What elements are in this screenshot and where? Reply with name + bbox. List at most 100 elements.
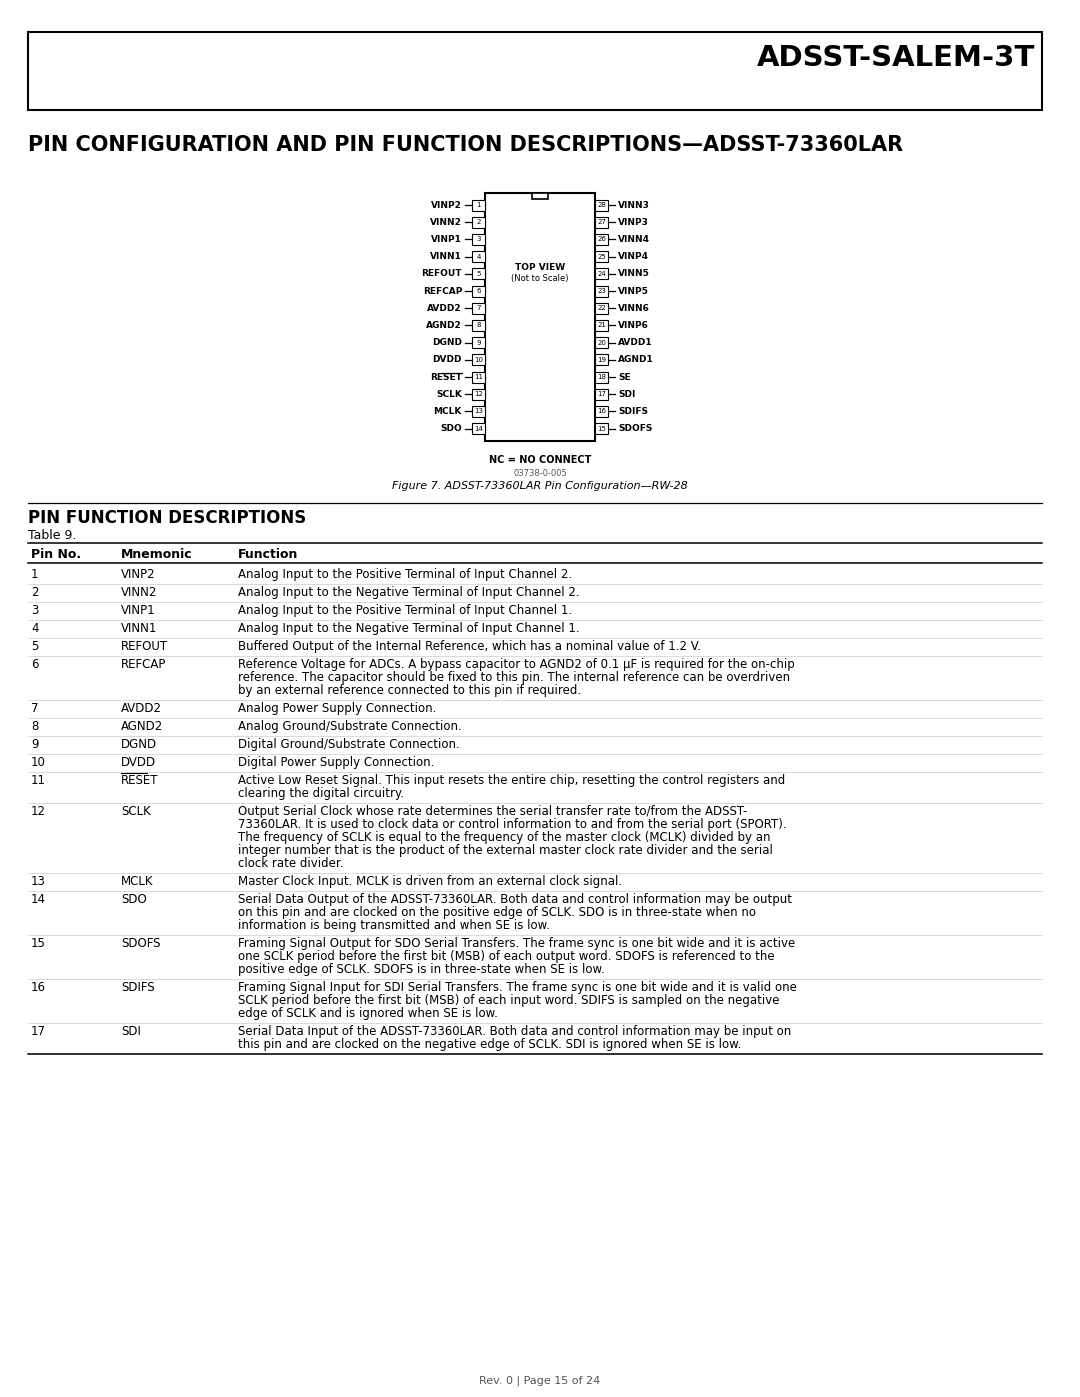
Text: 17: 17 <box>31 1024 46 1038</box>
Text: 5: 5 <box>476 271 481 277</box>
Text: SCLK: SCLK <box>436 390 462 398</box>
Text: SDIFS: SDIFS <box>618 407 648 416</box>
Text: 2: 2 <box>31 585 39 598</box>
Text: Analog Input to the Negative Terminal of Input Channel 1.: Analog Input to the Negative Terminal of… <box>238 622 580 634</box>
Text: TOP VIEW: TOP VIEW <box>515 263 565 272</box>
Bar <box>472 355 485 365</box>
Text: Function: Function <box>238 548 298 560</box>
Text: this pin and are clocked on the negative edge of SCLK. SDI is ignored when SE is: this pin and are clocked on the negative… <box>238 1038 741 1051</box>
Text: Analog Input to the Negative Terminal of Input Channel 2.: Analog Input to the Negative Terminal of… <box>238 585 580 598</box>
Bar <box>28 32 1042 110</box>
Bar <box>472 251 485 263</box>
Text: 21: 21 <box>597 323 606 328</box>
Text: MCLK: MCLK <box>434 407 462 416</box>
Text: VINP1: VINP1 <box>431 235 462 244</box>
Text: RESET: RESET <box>430 373 462 381</box>
Text: 16: 16 <box>31 981 46 993</box>
Text: 10: 10 <box>31 756 45 768</box>
Bar <box>472 388 485 400</box>
Text: Framing Signal Input for SDI Serial Transfers. The frame sync is one bit wide an: Framing Signal Input for SDI Serial Tran… <box>238 981 797 993</box>
Bar <box>595 268 608 279</box>
Text: Mnemonic: Mnemonic <box>121 548 192 560</box>
Text: VINN2: VINN2 <box>121 585 158 598</box>
Text: DVDD: DVDD <box>432 355 462 365</box>
Text: 13: 13 <box>31 875 45 887</box>
Text: VINP2: VINP2 <box>121 567 156 581</box>
Bar <box>595 407 608 416</box>
Text: Output Serial Clock whose rate determines the serial transfer rate to/from the A: Output Serial Clock whose rate determine… <box>238 805 747 817</box>
Text: Rev. 0 | Page 15 of 24: Rev. 0 | Page 15 of 24 <box>480 1375 600 1386</box>
Text: SDO: SDO <box>441 425 462 433</box>
Text: 17: 17 <box>597 391 606 397</box>
Text: SDOFS: SDOFS <box>121 936 161 950</box>
Text: Digital Ground/Substrate Connection.: Digital Ground/Substrate Connection. <box>238 738 460 750</box>
Text: 12: 12 <box>31 805 46 817</box>
Text: 1: 1 <box>31 567 39 581</box>
Text: clock rate divider.: clock rate divider. <box>238 856 343 869</box>
Text: 24: 24 <box>597 271 606 277</box>
Text: 10: 10 <box>474 356 483 363</box>
Bar <box>595 337 608 348</box>
Text: The frequency of SCLK is equal to the frequency of the master clock (MCLK) divid: The frequency of SCLK is equal to the fr… <box>238 831 770 844</box>
Bar <box>595 251 608 263</box>
Text: VINN1: VINN1 <box>430 251 462 261</box>
Text: 8: 8 <box>476 323 481 328</box>
Text: by an external reference connected to this pin if required.: by an external reference connected to th… <box>238 683 581 697</box>
Text: 6: 6 <box>476 288 481 293</box>
Bar <box>472 407 485 416</box>
Bar <box>595 320 608 331</box>
Text: Serial Data Input of the ADSST-73360LAR. Both data and control information may b: Serial Data Input of the ADSST-73360LAR.… <box>238 1024 792 1038</box>
Text: Analog Ground/Substrate Connection.: Analog Ground/Substrate Connection. <box>238 719 462 732</box>
Text: 3: 3 <box>476 236 481 243</box>
Text: REFCAP: REFCAP <box>422 286 462 296</box>
Text: clearing the digital circuitry.: clearing the digital circuitry. <box>238 787 404 799</box>
Text: edge of SCLK and is ignored when SE is low.: edge of SCLK and is ignored when SE is l… <box>238 1007 498 1020</box>
Text: SDO: SDO <box>121 893 147 905</box>
Text: 23: 23 <box>597 288 606 293</box>
Text: Active Low Reset Signal. This input resets the entire chip, resetting the contro: Active Low Reset Signal. This input rese… <box>238 774 785 787</box>
Text: 2: 2 <box>476 219 481 225</box>
Text: AGND2: AGND2 <box>427 321 462 330</box>
Text: Analog Input to the Positive Terminal of Input Channel 1.: Analog Input to the Positive Terminal of… <box>238 604 572 616</box>
Text: VINN1: VINN1 <box>121 622 158 634</box>
Text: DVDD: DVDD <box>121 756 157 768</box>
Bar <box>472 200 485 211</box>
Text: 19: 19 <box>597 356 606 363</box>
Bar <box>595 285 608 296</box>
Text: 03738-0-005: 03738-0-005 <box>513 468 567 478</box>
Bar <box>472 337 485 348</box>
Text: (Not to Scale): (Not to Scale) <box>511 274 569 282</box>
Text: 26: 26 <box>597 236 606 243</box>
Text: 27: 27 <box>597 219 606 225</box>
Text: 3: 3 <box>31 604 39 616</box>
Text: PIN CONFIGURATION AND PIN FUNCTION DESCRIPTIONS—ADSST-73360LAR: PIN CONFIGURATION AND PIN FUNCTION DESCR… <box>28 136 903 155</box>
Text: Pin No.: Pin No. <box>31 548 81 560</box>
Text: DGND: DGND <box>432 338 462 346</box>
Text: 13: 13 <box>474 408 483 415</box>
Text: VINP2: VINP2 <box>431 201 462 210</box>
Text: 14: 14 <box>474 426 483 432</box>
Text: 15: 15 <box>597 426 606 432</box>
Bar <box>595 372 608 383</box>
Text: 9: 9 <box>31 738 39 750</box>
Text: 22: 22 <box>597 305 606 312</box>
Bar <box>595 200 608 211</box>
Bar <box>472 285 485 296</box>
Bar <box>485 193 595 440</box>
Text: 4: 4 <box>476 254 481 260</box>
Text: 9: 9 <box>476 339 481 345</box>
Text: AVDD2: AVDD2 <box>428 303 462 313</box>
Bar <box>472 268 485 279</box>
Text: VINP5: VINP5 <box>618 286 649 296</box>
Text: information is being transmitted and when SE is low.: information is being transmitted and whe… <box>238 919 550 932</box>
Text: RESET: RESET <box>121 774 159 787</box>
Bar <box>472 217 485 228</box>
Text: Buffered Output of the Internal Reference, which has a nominal value of 1.2 V.: Buffered Output of the Internal Referenc… <box>238 640 701 652</box>
Text: ADSST-SALEM-3T: ADSST-SALEM-3T <box>757 43 1035 73</box>
Text: positive edge of SCLK. SDOFS is in three-state when SE is low.: positive edge of SCLK. SDOFS is in three… <box>238 963 605 975</box>
Bar <box>472 303 485 314</box>
Text: VINP3: VINP3 <box>618 218 649 226</box>
Bar <box>595 355 608 365</box>
Text: 73360LAR. It is used to clock data or control information to and from the serial: 73360LAR. It is used to clock data or co… <box>238 817 786 831</box>
Text: Analog Input to the Positive Terminal of Input Channel 2.: Analog Input to the Positive Terminal of… <box>238 567 572 581</box>
